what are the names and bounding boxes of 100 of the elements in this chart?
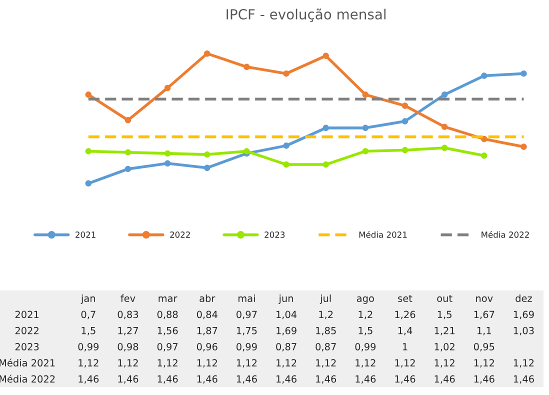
point	[481, 72, 488, 79]
point	[481, 136, 488, 142]
data-label: 0,84	[196, 310, 218, 320]
data-label: 1,87	[197, 326, 218, 336]
data-label: 1,46	[356, 375, 376, 384]
data-label: 0,98	[118, 343, 138, 352]
data-label: 1,02	[434, 343, 454, 352]
point	[520, 70, 527, 77]
data-label: 1,1	[477, 327, 491, 336]
text: Média 2021	[0, 358, 55, 367]
data-label: 0,97	[236, 310, 257, 320]
text: Média 2022	[0, 374, 55, 383]
data-label: 0,99	[355, 343, 376, 352]
data-label: 1,04	[276, 310, 297, 320]
x-tick-label: fev	[120, 294, 136, 302]
legend-label: 2022	[170, 232, 190, 238]
point	[85, 148, 92, 154]
point	[481, 152, 488, 159]
data-label: 1,69	[514, 310, 534, 320]
data-label: 1,12	[197, 359, 217, 368]
point	[402, 118, 408, 124]
x-tick-label: abr	[200, 294, 216, 302]
data-label: 1,12	[316, 359, 336, 368]
data-label: 1,46	[514, 375, 534, 384]
point	[402, 102, 408, 109]
point	[322, 52, 329, 59]
data-label: 0,97	[157, 343, 178, 352]
data-label: 0,99	[236, 343, 257, 352]
point	[441, 124, 448, 130]
data-label: 1,5	[438, 310, 452, 320]
point	[362, 92, 369, 98]
x-tick-label: jun	[278, 294, 293, 304]
point	[362, 148, 369, 154]
point	[283, 142, 290, 149]
data-label: 1,69	[276, 326, 296, 336]
data-label: 1,46	[158, 375, 178, 384]
point	[441, 92, 448, 98]
data-label: 1,56	[158, 326, 178, 336]
data-label: 1,2	[358, 310, 372, 320]
point	[204, 50, 210, 57]
point	[85, 180, 92, 187]
data-label: 1,12	[158, 359, 178, 368]
point	[283, 70, 290, 77]
text: 2023	[15, 343, 39, 350]
data-label: 1,12	[78, 359, 98, 368]
data-label: 1,46	[395, 375, 416, 384]
data-label: 0,87	[316, 343, 336, 352]
data-label: 1,12	[434, 359, 454, 368]
data-label: 1	[402, 343, 408, 350]
data-label: 1,46	[316, 375, 336, 384]
data-label: 1,12	[276, 359, 296, 368]
point	[124, 166, 132, 172]
data-label: 0,83	[118, 310, 138, 320]
data-label: 1,26	[395, 310, 416, 320]
legend-label: Média 2022	[482, 231, 529, 238]
data-label: 1,75	[236, 327, 257, 336]
point	[124, 149, 132, 156]
data-label: 1,46	[236, 375, 257, 384]
data-label: 1,5	[82, 327, 96, 336]
data-label: 1,2	[319, 310, 333, 320]
x-tick-label: ago	[356, 296, 374, 304]
legend-label: 2023	[264, 232, 285, 238]
data-label: 1,12	[236, 359, 257, 368]
data-label: 1,12	[395, 359, 415, 368]
point	[204, 164, 210, 171]
x-tick-label: jan	[80, 294, 95, 304]
point	[244, 148, 250, 154]
data-label: 1,46	[118, 375, 138, 384]
x-tick-label: mar	[158, 296, 178, 302]
x-tick-label: nov	[476, 296, 493, 302]
point	[164, 150, 171, 157]
legend-label: Média 2021	[359, 231, 407, 238]
data-label: 0,87	[276, 343, 296, 352]
x-tick-label: out	[437, 295, 452, 302]
text: 2021	[15, 310, 39, 318]
data-label: 1,12	[118, 359, 138, 368]
data-label: 0,99	[78, 343, 99, 352]
x-tick-label: jul	[320, 294, 331, 304]
data-label: 1,46	[434, 375, 455, 384]
data-label: 1,46	[276, 375, 296, 384]
x-tick-label: set	[398, 295, 412, 302]
data-label: 0,96	[196, 343, 218, 352]
data-label: 1,21	[434, 326, 454, 336]
point	[322, 161, 329, 168]
data-label: 1,27	[118, 326, 138, 336]
point	[124, 117, 132, 124]
point	[204, 151, 210, 158]
point	[164, 160, 171, 167]
chart-title: IPCF - evolução mensal	[226, 8, 386, 22]
data-label: 1,46	[78, 375, 99, 384]
data-label: 1,46	[197, 375, 218, 384]
data-label: 1,67	[474, 310, 494, 320]
data-label: 1,12	[514, 359, 534, 368]
text: 2022	[15, 326, 38, 334]
point	[164, 84, 171, 92]
point	[402, 146, 408, 154]
legend-label: 2021	[76, 232, 96, 238]
point	[362, 124, 369, 132]
data-label: 1,85	[316, 326, 336, 336]
data-label: 1,46	[474, 375, 494, 384]
